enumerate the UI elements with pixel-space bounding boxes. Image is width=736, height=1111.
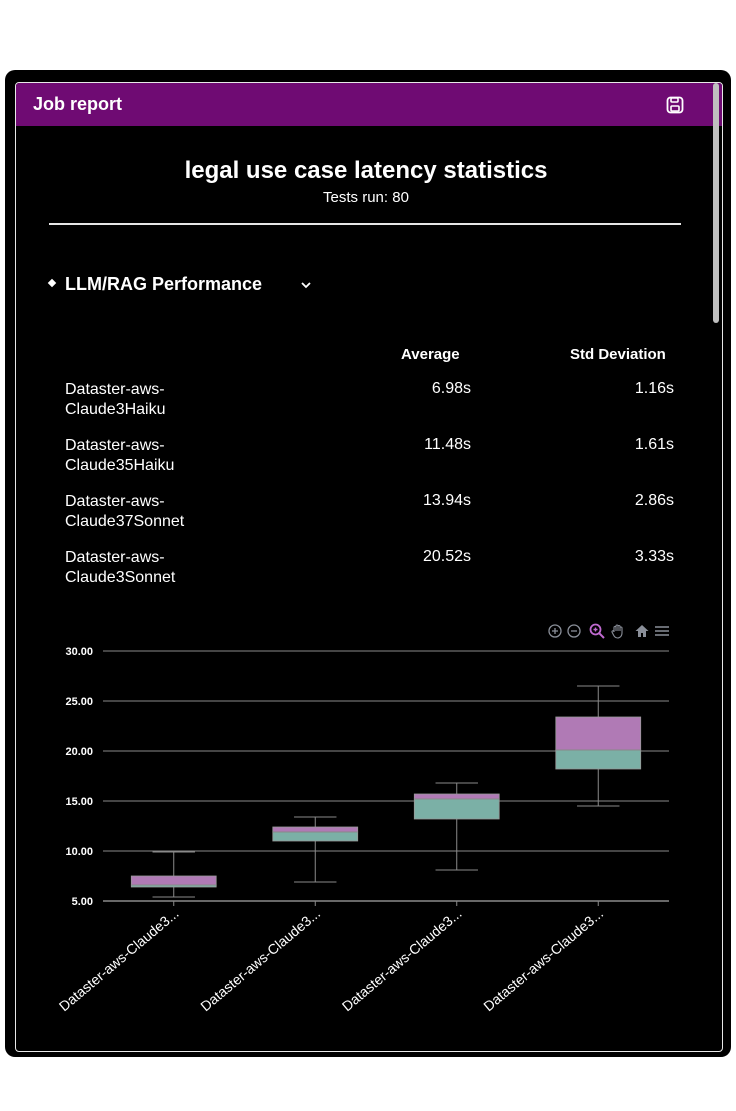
x-tick-label: Dataster-aws-Claude3... — [197, 905, 323, 1014]
row-model-name-line2: Claude3Sonnet — [65, 568, 265, 588]
y-tick-label: 25.00 — [65, 696, 93, 708]
panel-header: Job report — [16, 83, 722, 126]
section-title: LLM/RAG Performance — [65, 274, 262, 294]
row-model-name: Dataster-aws- Claude3Haiku — [65, 380, 265, 420]
y-tick-label: 10.00 — [65, 846, 93, 858]
job-report-panel: Job report legal use case latency statis… — [15, 82, 723, 1052]
row-model-name: Dataster-aws- Claude37Sonnet — [65, 492, 265, 532]
row-model-name-line1: Dataster-aws- — [65, 548, 265, 568]
y-tick-label: 20.00 — [65, 746, 93, 758]
row-model-name-line2: Claude35Haiku — [65, 456, 265, 476]
panel-title: Job report — [33, 94, 122, 115]
row-model-name: Dataster-aws- Claude35Haiku — [65, 436, 265, 476]
row-std-deviation: 3.33s — [554, 548, 674, 566]
row-std-deviation: 1.61s — [554, 436, 674, 454]
x-tick-label: Dataster-aws-Claude3... — [339, 905, 465, 1014]
row-model-name: Dataster-aws- Claude3Sonnet — [65, 548, 265, 588]
y-tick-label: 15.00 — [65, 796, 93, 808]
report-title: legal use case latency statistics — [16, 157, 716, 185]
x-tick-label: Dataster-aws-Claude3... — [56, 905, 182, 1014]
box-lower — [414, 799, 499, 819]
x-tick-label: Dataster-aws-Claude3... — [480, 905, 606, 1014]
chevron-down-icon[interactable] — [299, 276, 313, 290]
divider — [49, 223, 681, 225]
box-lower — [273, 832, 358, 841]
save-icon[interactable] — [665, 95, 685, 115]
box-upper — [131, 876, 216, 885]
box-upper — [273, 827, 358, 832]
tests-run-count: Tests run: 80 — [16, 189, 716, 206]
box-lower — [556, 750, 641, 769]
row-average: 20.52s — [351, 548, 471, 566]
row-average: 6.98s — [351, 380, 471, 398]
row-std-deviation: 1.16s — [554, 380, 674, 398]
box-upper — [556, 717, 641, 750]
row-model-name-line1: Dataster-aws- — [65, 436, 265, 456]
row-model-name-line1: Dataster-aws- — [65, 380, 265, 400]
y-tick-label: 30.00 — [65, 646, 93, 658]
section-toggle-llm-rag[interactable]: LLM/RAG Performance — [49, 274, 262, 295]
column-header-std-deviation: Std Deviation — [570, 346, 666, 363]
column-header-average: Average — [401, 346, 460, 363]
y-tick-label: 5.00 — [72, 896, 93, 908]
row-model-name-line2: Claude37Sonnet — [65, 512, 265, 532]
row-model-name-line2: Claude3Haiku — [65, 400, 265, 420]
row-average: 11.48s — [351, 436, 471, 454]
row-model-name-line1: Dataster-aws- — [65, 492, 265, 512]
latency-boxplot: 30.0025.0020.0015.0010.005.00Dataster-aw… — [16, 631, 722, 1041]
row-average: 13.94s — [351, 492, 471, 510]
row-std-deviation: 2.86s — [554, 492, 674, 510]
bullet-icon — [48, 279, 56, 287]
box-upper — [414, 794, 499, 799]
